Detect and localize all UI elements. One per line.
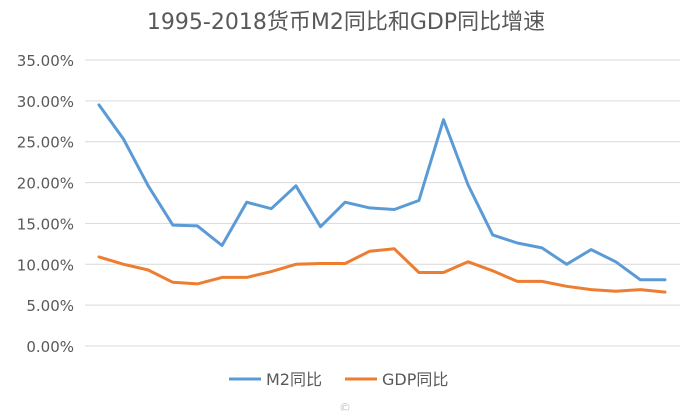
y-axis-ticks: 0.00% 5.00% 10.00% 15.00% 20.00% 25.00% 30.00%… [17,52,74,356]
y-tick-label: 20.00% [17,175,74,193]
y-tick-label: 10.00% [17,256,74,274]
chart-title: 1995-2018货币M2同比和GDP同比增速 [147,10,545,35]
legend-label: M2同比 [266,370,322,389]
y-tick-label: 35.00% [17,52,74,70]
series-lines [97,103,667,294]
y-tick-label: 30.00% [17,93,74,111]
legend: M2同比 GDP同比 [229,370,448,389]
y-tick-label: 5.00% [26,297,74,315]
legend-label: GDP同比 [382,370,448,389]
series-line-1 [97,247,667,294]
y-tick-label: 25.00% [17,134,74,152]
y-tick-label: 15.00% [17,215,74,233]
series-line-0 [97,103,667,282]
y-tick-label: 0.00% [26,338,74,356]
watermark-glyph: © [339,401,351,411]
gridlines [85,59,680,347]
